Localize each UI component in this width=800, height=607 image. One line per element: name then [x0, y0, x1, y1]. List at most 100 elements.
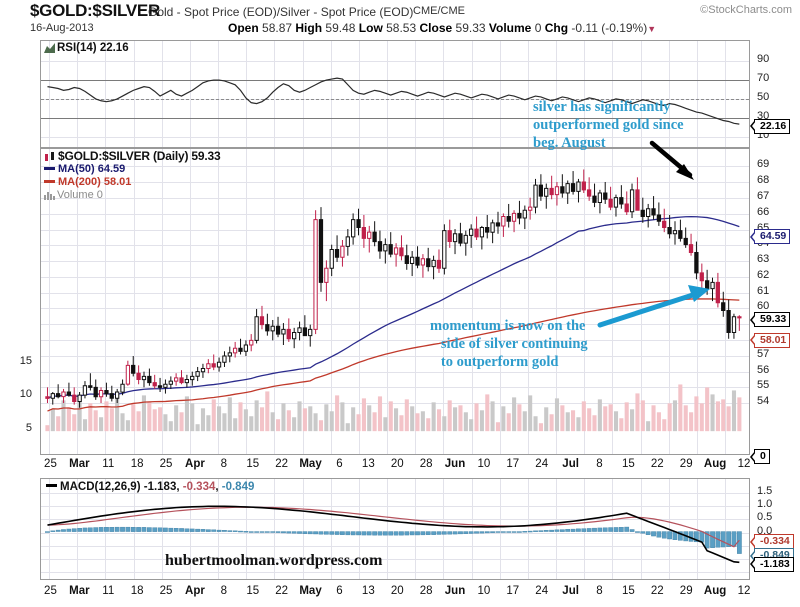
x-axis-label: 28: [419, 458, 433, 470]
x-axis-label: Mar: [69, 585, 90, 597]
x-axis-label: 8: [220, 458, 228, 470]
macd-ytick: 1.0: [757, 498, 773, 511]
price-ytick: 61: [757, 284, 770, 297]
legend-ma50-row: MA(50) 64.59: [44, 163, 220, 176]
x-axis-label: 24: [535, 458, 549, 470]
chg-value: -0.11 (-0.19%): [571, 21, 648, 35]
ma200-value-flag: 58.01: [754, 332, 791, 348]
price-ytick: 57: [757, 347, 770, 360]
x-axis-label: 22: [650, 458, 664, 470]
rsi-value-flag: 22.16: [754, 118, 791, 134]
x-axis-label: 25: [44, 458, 57, 470]
x-axis-label: 15: [622, 458, 635, 470]
legend-price-row: $GOLD:$SILVER (Daily) 59.33: [44, 149, 221, 163]
x-axis-label: Jun: [444, 458, 466, 470]
low-value: 58.53: [386, 21, 417, 35]
exchange-label: CME/CME: [413, 5, 465, 17]
x-axis-label: 22: [275, 458, 289, 470]
x-axis-label: 11: [102, 458, 115, 470]
rsi-ytick: 70: [757, 71, 770, 84]
price-ytick: 62: [757, 268, 770, 281]
volume-label: Volume: [488, 21, 532, 35]
x-axis-label: 12: [737, 585, 751, 597]
candlestick-plot: [41, 149, 749, 432]
x-axis-label: 22: [275, 585, 289, 597]
x-axis-label: 29: [679, 585, 693, 597]
x-axis-label: Apr: [185, 458, 205, 470]
close-value: 59.33: [455, 21, 486, 35]
x-axis-label: 8: [596, 585, 603, 597]
macd-ytick: 1.5: [757, 484, 773, 497]
rsi-legend-text: RSI(14) 22.16: [57, 42, 129, 54]
volume-value: 0: [534, 21, 542, 35]
x-axis-label: 25: [159, 585, 173, 597]
x-axis-label: Aug: [703, 458, 727, 470]
macd-legend-v2: -0.334: [182, 481, 216, 493]
rsi-ytick: 90: [757, 52, 770, 65]
x-axis-label: 28: [419, 585, 433, 597]
chg-down-caret-icon: ▼: [647, 24, 657, 34]
x-axis-bottom: 25 Mar 11 18 25 Apr 8 15 22 May 6 13 20 28 Jun 10 17 24 Ju…: [0, 585, 800, 601]
x-axis-label: 20: [390, 458, 404, 470]
chart-header: $GOLD:$SILVER Gold - Spot Price (EOD)/Si…: [0, 0, 800, 38]
x-axis-label: 8: [220, 585, 228, 597]
x-axis-label: Jun: [444, 585, 466, 597]
x-axis-label: 18: [130, 585, 144, 597]
symbol-description: Gold - Spot Price (EOD)/Silver - Spot Pr…: [148, 5, 414, 19]
close-label: Close: [419, 21, 453, 35]
legend-price-text: $GOLD:$SILVER (Daily) 59.33: [58, 149, 221, 163]
legend-ma50-text: MA(50) 64.59: [58, 163, 126, 175]
x-axis-label: Jul: [562, 585, 579, 597]
annotation-silver-outperformed: silver has significantly outperformed go…: [533, 99, 684, 151]
macd-plot: [45, 479, 742, 579]
watermark: hubertmoolman.wordpress.com: [165, 552, 383, 569]
open-value: 58.87: [262, 21, 293, 35]
x-axis-label: 10: [477, 458, 491, 470]
price-ytick: 66: [757, 205, 770, 218]
legend-ma200-text: MA(200) 58.01: [58, 176, 132, 188]
low-label: Low: [358, 21, 383, 35]
price-ytick: 67: [757, 190, 770, 203]
x-axis-label: 10: [477, 585, 491, 597]
macd-value-flag: -1.183: [754, 556, 794, 572]
high-value: 59.48: [325, 21, 356, 35]
high-label: High: [295, 21, 323, 35]
quote-date: 16-Aug-2013: [30, 22, 94, 34]
volume-bars-icon: [44, 192, 55, 200]
volume-ytick: 5: [25, 422, 32, 434]
price-ytick: 54: [757, 395, 770, 408]
x-axis-label: 15: [622, 585, 635, 597]
x-axis-label: Jul: [562, 458, 579, 470]
x-axis-label: 15: [246, 458, 260, 470]
ma50-value-flag: 64.59: [754, 229, 791, 245]
rsi-ytick: 50: [757, 91, 770, 103]
price-gridlines: [41, 149, 749, 454]
x-axis-label: 17: [506, 585, 520, 597]
x-axis-label: 11: [102, 585, 115, 597]
rsi-plot: [41, 41, 749, 147]
x-axis-label: 13: [361, 585, 375, 597]
macd-swatch-icon: [46, 484, 57, 488]
legend-volume-text: Volume 0: [57, 189, 103, 201]
stockcharts-logo: ©StockCharts.com: [700, 4, 792, 16]
legend-ma200-row: MA(200) 58.01: [44, 176, 220, 189]
x-axis-label: 6: [336, 458, 343, 470]
price-legend: $GOLD:$SILVER (Daily) 59.33 MA(50) 64.59…: [44, 149, 221, 202]
macd-legend-v1: -1.183: [143, 481, 177, 493]
x-axis-label: 15: [246, 585, 260, 597]
x-axis-label: 20: [390, 585, 404, 597]
symbol-title: $GOLD:$SILVER: [30, 1, 160, 20]
x-axis-label: May: [299, 585, 322, 597]
x-axis-label: Apr: [185, 585, 205, 597]
x-axis-label: 25: [44, 585, 57, 597]
ma50-swatch-icon: [44, 166, 55, 170]
rsi-legend: RSI(14) 22.16: [44, 42, 129, 55]
volume-ytick: 10: [19, 388, 32, 400]
price-ytick: 60: [757, 300, 770, 313]
macd-legend: MACD(12,26,9) -1.183, -0.334, -0.849: [46, 481, 254, 494]
volume-ytick: 15: [19, 355, 32, 367]
volume-value-flag: 0: [754, 449, 770, 464]
macd-legend-name: MACD(12,26,9): [60, 481, 141, 493]
price-ytick: 55: [757, 379, 770, 392]
x-axis-label: 13: [361, 458, 375, 470]
